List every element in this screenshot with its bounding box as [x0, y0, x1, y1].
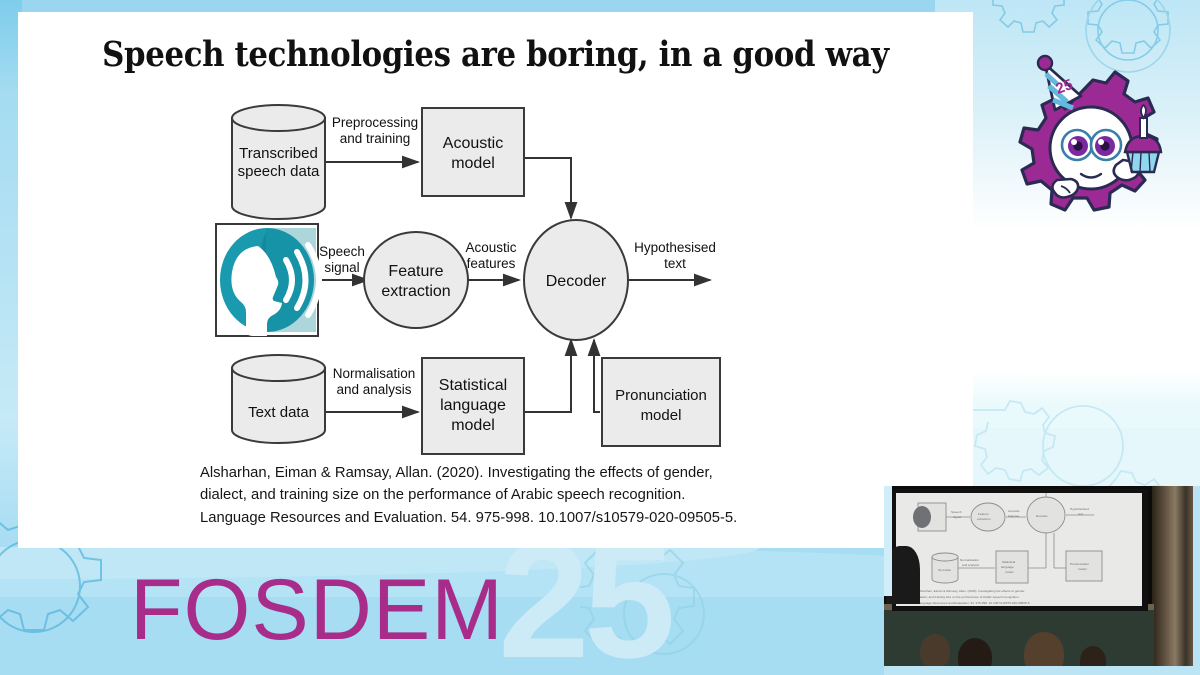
pip-border-right	[1193, 486, 1200, 675]
edge-label: and training	[340, 131, 411, 146]
node-label: speech data	[238, 163, 320, 180]
node-label: extraction	[381, 283, 450, 300]
edge-label: Hypothesised	[634, 240, 716, 255]
pip-border-left	[884, 486, 892, 596]
speaking-head-icon	[220, 228, 322, 336]
svg-text:model: model	[1005, 570, 1014, 574]
citation-line: dialect, and training size on the perfor…	[200, 487, 686, 504]
svg-text:Language Resources and Evaluat: Language Resources and Evaluation. 54. 9…	[918, 601, 1030, 605]
node-label: Pronunciation	[615, 387, 707, 404]
fosdem-gear-mascot: 25	[1018, 54, 1163, 212]
presentation-slide: Speech technologies are boring, in a goo…	[18, 12, 973, 548]
edge-label: Preprocessing	[332, 115, 418, 130]
node-pronunciation-model: Pronunciation model	[601, 357, 721, 447]
svg-text:Pronunciation: Pronunciation	[1070, 562, 1089, 566]
node-label: Text data	[248, 404, 310, 421]
mascot-hat-year: 25	[1054, 76, 1075, 98]
svg-text:Alsharhan, Eiman & Ramsay, All: Alsharhan, Eiman & Ramsay, Allan. (2020)…	[918, 589, 1025, 593]
pip-projected-slide: Feature extraction Decoder Text data Stat…	[896, 493, 1142, 606]
svg-text:Feature: Feature	[978, 512, 989, 516]
edge-label: text	[664, 256, 686, 271]
node-label: model	[641, 407, 682, 424]
citation-line: Language Resources and Evaluation. 54. 9…	[200, 509, 738, 526]
edge-label: Normalisation	[333, 366, 416, 381]
node-label: model	[451, 155, 495, 172]
svg-text:extraction: extraction	[977, 517, 991, 521]
svg-text:and analysis: and analysis	[962, 563, 980, 567]
edge-label: Acoustic	[465, 240, 516, 255]
node-text-data: Text data	[231, 354, 326, 444]
speaker-camera-pip[interactable]: Feature extraction Decoder Text data Stat…	[884, 486, 1200, 675]
svg-text:Decoder: Decoder	[1036, 514, 1048, 518]
svg-text:model: model	[1078, 567, 1087, 571]
citation-line: Alsharhan, Eiman & Ramsay, Allan. (2020)…	[200, 465, 713, 481]
svg-text:Acoustic: Acoustic	[1008, 509, 1020, 513]
node-label: Acoustic	[443, 135, 503, 152]
svg-text:signal: signal	[953, 515, 961, 519]
pip-audience-head	[920, 634, 950, 668]
node-feature-extraction: Feature extraction	[363, 231, 469, 329]
node-label: Statistical	[439, 377, 507, 394]
edge-label: features	[467, 256, 516, 271]
node-label: model	[451, 417, 495, 434]
svg-text:Statistical: Statistical	[1002, 560, 1016, 564]
node-label: language	[440, 397, 506, 414]
svg-text:dialect, and training size on: dialect, and training size on the perfor…	[918, 595, 1020, 599]
node-label: Decoder	[546, 273, 607, 290]
node-label: Feature	[388, 263, 443, 280]
edge-label: signal	[324, 260, 359, 275]
node-label: Transcribed	[239, 145, 318, 162]
fosdem-wordmark: FOSDEM	[130, 562, 504, 658]
slide-title: Speech technologies are boring, in a goo…	[102, 34, 889, 75]
svg-text:text: text	[1078, 512, 1083, 516]
pip-doorway	[1152, 486, 1200, 675]
background-left-band	[0, 0, 22, 675]
node-decoder: Decoder	[523, 219, 629, 341]
svg-text:features: features	[1008, 514, 1020, 518]
pip-border-bottom	[884, 666, 1200, 675]
svg-text:Text data: Text data	[938, 568, 951, 572]
svg-text:Normalisation: Normalisation	[960, 558, 979, 562]
node-acoustic-model: Acoustic model	[421, 107, 525, 197]
edge-label: and analysis	[336, 382, 411, 397]
node-statistical-language-model: Statistical language model	[421, 357, 525, 455]
svg-text:Speech: Speech	[951, 510, 962, 514]
citation-block: Alsharhan, Eiman & Ramsay, Allan. (2020)…	[200, 462, 840, 529]
asr-pipeline-diagram: Transcribed speech data Acoustic model	[200, 100, 900, 470]
svg-text:Hypothesised: Hypothesised	[1070, 507, 1089, 511]
edge-label: Speech	[319, 244, 365, 259]
svg-text:language: language	[1001, 565, 1014, 569]
node-transcribed-speech-data: Transcribed speech data	[231, 104, 326, 220]
node-speech-input-icon	[215, 223, 322, 337]
